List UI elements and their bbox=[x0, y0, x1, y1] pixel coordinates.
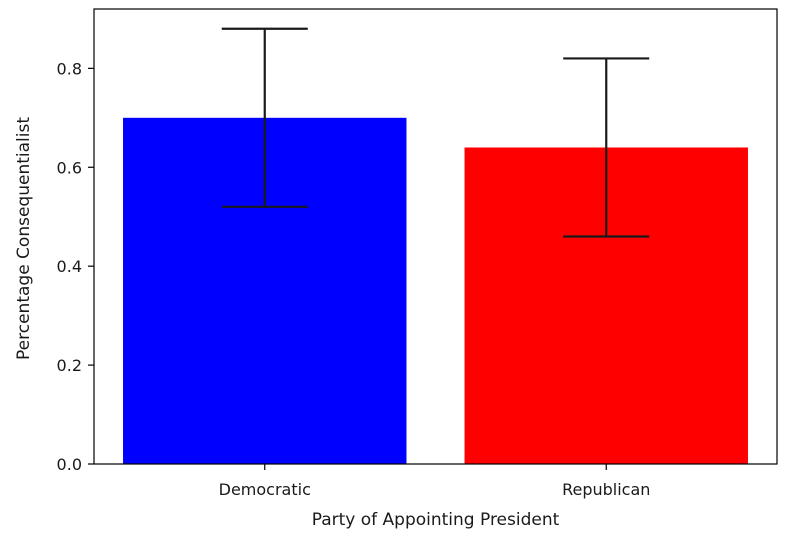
x-axis-label: Party of Appointing President bbox=[312, 510, 560, 530]
y-axis: 0.0 0.2 0.4 0.6 0.8 bbox=[57, 59, 94, 474]
y-tick-label: 0.2 bbox=[57, 356, 82, 375]
y-tick-label: 0.0 bbox=[57, 455, 82, 474]
x-tick-label-democratic: Democratic bbox=[219, 480, 311, 499]
error-bars-layer bbox=[221, 27, 650, 238]
x-tick-label-republican: Republican bbox=[562, 480, 650, 499]
y-tick-label: 0.4 bbox=[57, 257, 82, 276]
plot-frame bbox=[93, 8, 778, 465]
bars-layer bbox=[123, 117, 748, 464]
y-tick-label: 0.6 bbox=[57, 158, 82, 177]
y-axis-label: Percentage Consequentialist bbox=[14, 117, 34, 360]
y-tick-label: 0.8 bbox=[57, 59, 82, 78]
x-axis: Democratic Republican bbox=[219, 464, 650, 499]
